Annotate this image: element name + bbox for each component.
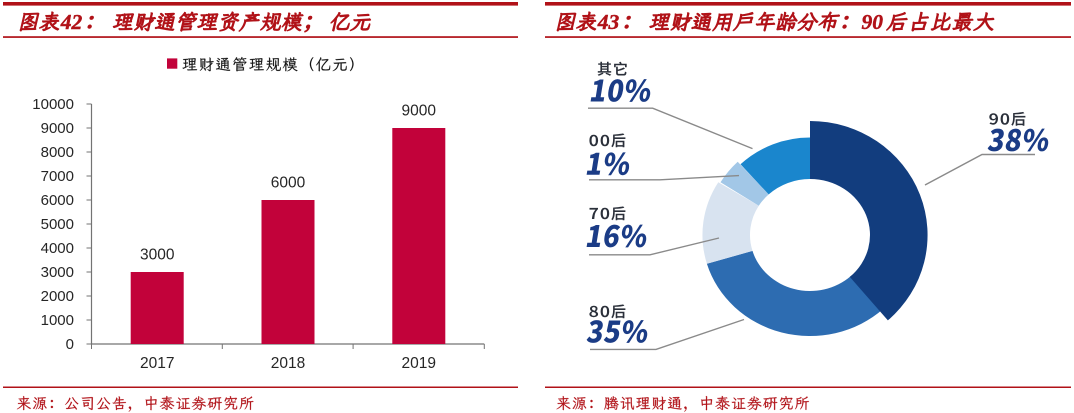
svg-text:9000: 9000 [41,120,74,137]
svg-text:43: 43 [597,10,620,34]
svg-text:2018: 2018 [271,355,305,372]
svg-text:6000: 6000 [41,192,74,209]
svg-text:5000: 5000 [41,216,74,233]
svg-text:3000: 3000 [140,247,175,264]
svg-text:4000: 4000 [41,240,74,257]
svg-text:2000: 2000 [41,288,74,305]
svg-text:0: 0 [66,336,74,353]
svg-text:42: 42 [60,10,83,34]
svg-text:3000: 3000 [41,264,74,281]
svg-text:6000: 6000 [271,175,306,192]
svg-text:2019: 2019 [402,355,436,372]
svg-text:1000: 1000 [41,312,74,329]
svg-text:90: 90 [862,10,884,34]
svg-text:2017: 2017 [140,355,174,372]
svg-text:7000: 7000 [41,168,74,185]
svg-text:8000: 8000 [41,144,74,161]
svg-text:10000: 10000 [32,96,74,113]
svg-text:9000: 9000 [402,103,437,120]
